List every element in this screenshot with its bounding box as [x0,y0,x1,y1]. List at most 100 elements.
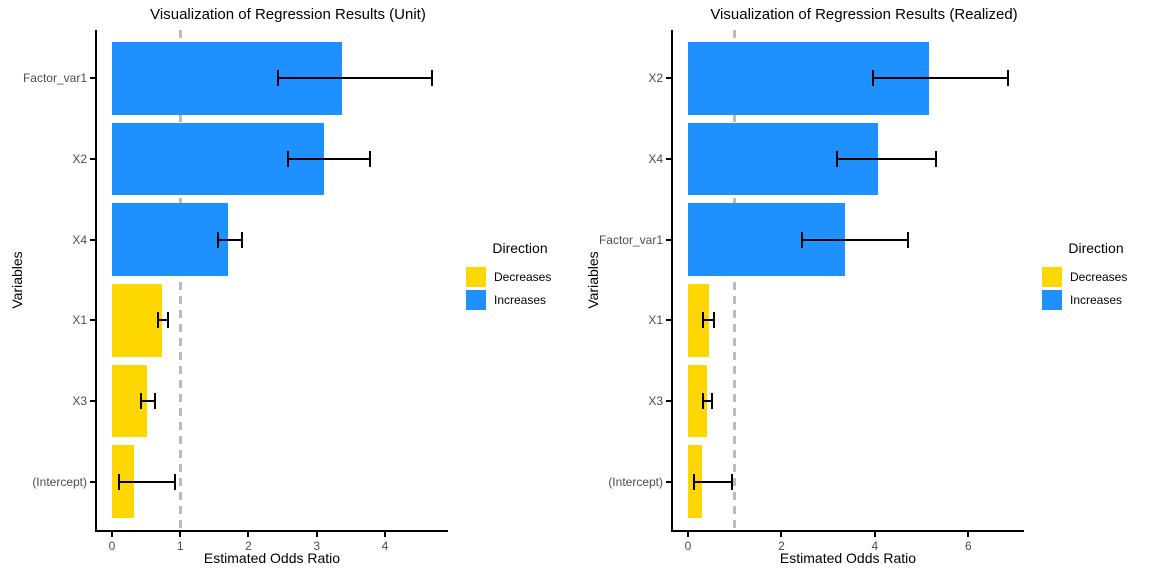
x-tick-mark [780,532,783,537]
error-bar-cap-high-X4 [240,231,243,248]
legend-title: Direction [492,240,548,256]
panel-realized: Visualization of Regression Results (Rea… [576,0,1152,576]
y-tick-label: (Intercept) [32,474,87,489]
chart-title: Visualization of Regression Results (Rea… [710,6,1018,23]
error-bar-cap-low-X2 [287,151,290,168]
y-tick-label: X3 [72,393,87,408]
legend-entry-increases: Increases [1042,290,1150,310]
x-tick-mark [383,532,386,537]
x-axis-line [95,530,448,532]
error-bar-cap-low-(Intercept) [117,473,120,490]
reference-line [733,30,737,530]
error-bar-X3 [702,399,713,402]
error-bar-cap-high-(Intercept) [731,473,734,490]
x-axis-title: Estimated Odds Ratio [203,550,341,566]
y-tick-label: X4 [72,232,87,247]
legend-entry-increases: Increases [466,290,574,310]
x-tick-mark [967,532,970,537]
decreases-swatch-icon [1042,267,1062,287]
x-axis-line [671,530,1024,532]
legend-entry-decreases: Decreases [1042,267,1150,287]
error-bar-cap-high-Factor_var1 [907,231,910,248]
y-tick-mark [90,319,95,322]
x-tick-label: 1 [176,539,184,553]
y-tick-mark [666,238,671,241]
x-tick-label: 0 [684,539,692,553]
error-bar-cap-low-X3 [701,392,704,409]
y-tick-label: X1 [648,313,663,328]
x-tick-label: 2 [245,539,252,553]
increases-swatch-icon [1042,290,1062,310]
legend-label: Increases [1070,293,1123,307]
bar-X1 [112,284,163,357]
y-axis-title: Variables [585,251,601,309]
y-tick-label: X3 [648,393,663,408]
y-tick-mark [90,480,95,483]
y-tick-label: Factor_var1 [22,71,87,86]
y-tick-mark [90,158,95,161]
y-tick-mark [666,480,671,483]
legend-label: Increases [494,293,547,307]
error-bar-X4 [837,158,936,161]
legend: Direction Decreases Increases [466,240,574,310]
y-tick-mark [90,77,95,80]
error-bar-cap-low-X4 [836,151,839,168]
x-tick-mark [687,532,689,537]
y-axis-line [671,30,673,532]
y-tick-mark [666,77,671,80]
legend-label: Decreases [494,270,552,284]
error-bar-cap-high-Factor_var1 [431,70,433,87]
error-bar-cap-low-Factor_var1 [277,70,280,87]
error-bar-X4 [217,238,242,241]
y-axis-line [95,30,97,532]
legend-entry-decreases: Decreases [466,267,574,287]
y-tick-label: X2 [72,152,87,167]
error-bar-cap-low-X2 [871,70,874,87]
x-tick-label: 6 [964,539,972,553]
error-bar-cap-high-X2 [368,151,371,168]
x-axis-title: Estimated Odds Ratio [779,550,917,566]
y-tick-label: Factor_var1 [598,232,663,247]
reference-line [178,30,182,530]
error-bar-cap-high-(Intercept) [174,473,177,490]
x-tick-label: 0 [108,539,116,553]
panel-unit: Visualization of Regression Results (Uni… [9,6,574,566]
error-bar-cap-high-X2 [1007,70,1009,87]
error-bar-Factor_var1 [278,77,432,80]
error-bar-cap-high-X4 [934,151,937,168]
legend-label: Decreases [1070,270,1128,284]
y-tick-mark [666,319,671,322]
x-tick-label: 2 [778,539,785,553]
increases-swatch-icon [466,290,486,310]
y-tick-mark [666,158,671,161]
error-bar-cap-low-X3 [140,392,143,409]
bar-X1 [688,284,710,357]
error-bar-X3 [141,399,155,402]
x-tick-mark [179,532,182,537]
chart-title: Visualization of Regression Results (Uni… [150,6,426,23]
bar-X4 [112,203,228,276]
error-bar-cap-high-X1 [166,312,169,329]
error-bar-X1 [158,319,168,322]
error-bar-X1 [702,319,715,322]
x-tick-mark [873,532,876,537]
error-bar-cap-high-X1 [713,312,716,329]
error-bar-Factor_var1 [802,238,908,241]
error-bar-cap-low-X4 [216,231,219,248]
error-bar-X2 [288,158,370,161]
error-bar-(Intercept) [118,480,176,483]
y-tick-mark [90,399,95,402]
x-tick-mark [247,532,250,537]
x-tick-mark [315,532,318,537]
error-bar-cap-low-(Intercept) [692,473,695,490]
error-bar-X2 [872,77,1008,80]
y-tick-mark [666,399,671,402]
y-tick-label: X1 [72,313,87,328]
error-bar-cap-low-Factor_var1 [801,231,804,248]
y-tick-label: (Intercept) [608,474,663,489]
bar-X3 [688,364,708,438]
error-bar-(Intercept) [693,480,733,483]
y-tick-label: X2 [648,71,663,86]
x-tick-label: 4 [381,539,389,553]
